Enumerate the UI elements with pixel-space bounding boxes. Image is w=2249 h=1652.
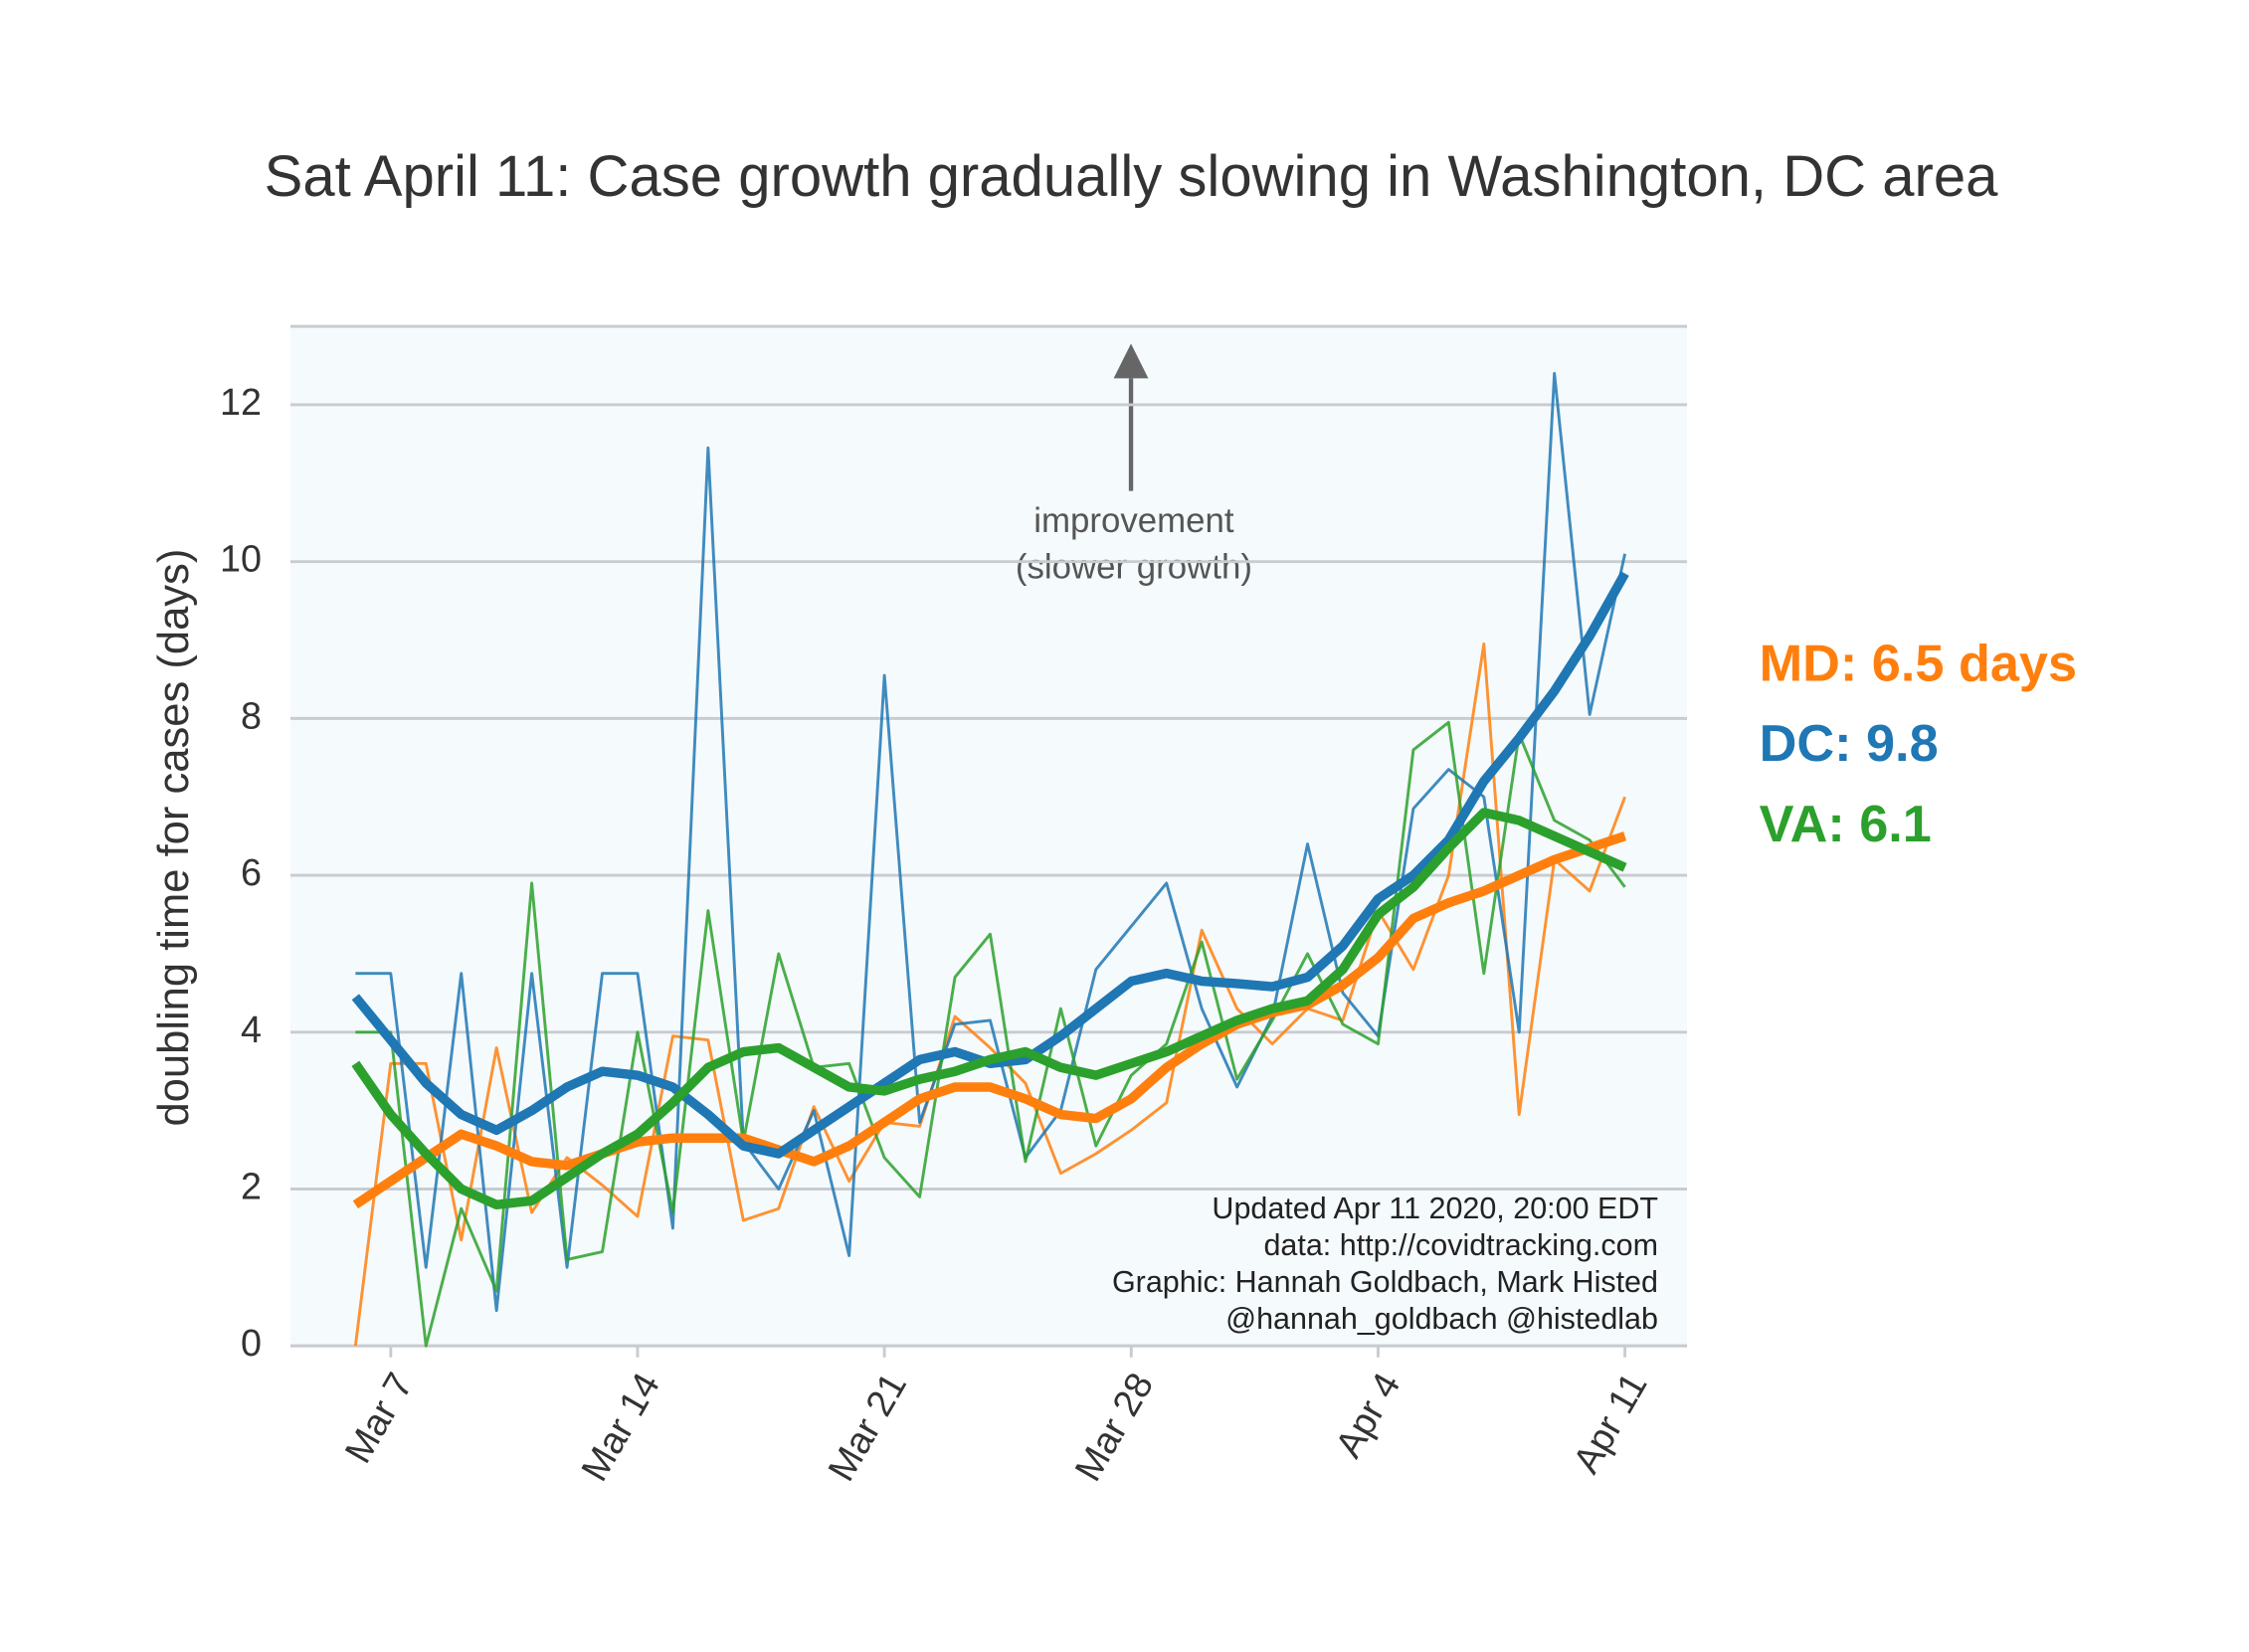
footer-text: Updated Apr 11 2020, 20:00 EDT [1212,1192,1658,1225]
series-label: MD: 6.5 days [1760,636,2077,693]
lines [351,371,1629,1348]
annotation-arrow-head [1113,343,1149,379]
footer-text: Graphic: Hannah Goldbach, Mark Histed [1112,1265,1658,1299]
annotation: improvement [1033,501,1234,540]
y-tick-label: 2 [241,1165,262,1206]
x-tick-label: Apr 4 [1327,1366,1407,1464]
series-label: DC: 9.8 [1760,715,1939,773]
x-tick-label: Mar 21 [820,1366,914,1488]
chart-title: Sat April 11: Case growth gradually slow… [265,144,1998,209]
y-tick-label: 10 [220,538,262,580]
x-tick-label: Mar 28 [1066,1366,1161,1488]
series-label: VA: 6.1 [1760,796,1932,853]
x-tick-label: Apr 11 [1565,1366,1655,1480]
footer-text: @hannah_goldbach @histedlab [1225,1302,1658,1336]
smoothed-line [352,831,1627,1209]
y-tick-label: 8 [241,694,262,736]
y-axis-label: doubling time for cases (days) [150,549,198,1127]
y-tick-label: 4 [241,1009,262,1050]
y-tick-label: 6 [241,851,262,893]
series-labels: MD: 6.5 days DC: 9.8 VA: 6.1 [1760,636,2077,853]
x-tick-label: Mar 14 [573,1366,667,1488]
daily-line [353,642,1626,1347]
footer-text: data: http://covidtracking.com [1263,1228,1658,1262]
daily-line [355,371,1627,1313]
daily-line [355,720,1626,1348]
y-tick-label: 12 [220,381,262,423]
y-tick-label: 0 [241,1322,262,1364]
annotation: (slower growth) [1016,547,1252,586]
x-tick-label: Mar 7 [336,1366,421,1470]
smoothed-line [351,808,1627,1209]
